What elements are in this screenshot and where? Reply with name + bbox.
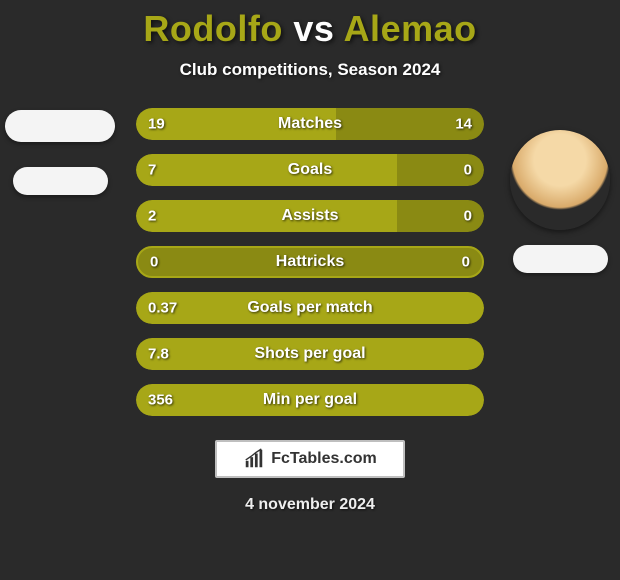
stat-bar: Assists 2 0 [136, 200, 484, 232]
stat-value-right: 14 [455, 116, 472, 133]
stat-label: Assists [282, 207, 339, 225]
stat-label: Hattricks [276, 253, 344, 271]
stat-label: Goals [288, 161, 332, 179]
stat-value-right: 0 [464, 208, 472, 225]
player2-badge [513, 245, 608, 273]
player1-badge-1 [5, 110, 115, 142]
player1-badge-2 [13, 167, 108, 195]
stat-bar: Shots per goal 7.8 [136, 338, 484, 370]
stat-value-left: 356 [148, 392, 173, 409]
player1-column [0, 110, 120, 195]
stat-value-left: 0 [150, 254, 158, 271]
watermark-text: FcTables.com [271, 450, 377, 468]
player2-column [500, 130, 620, 273]
title-player1: Rodolfo [143, 8, 282, 49]
stat-bar: Hattricks 0 0 [136, 246, 484, 278]
stat-value-left: 2 [148, 208, 156, 225]
watermark: FcTables.com [215, 440, 405, 478]
stat-bars: Matches1914Goals70Assists20Hattricks00Go… [136, 108, 484, 416]
stat-bar: Goals 7 0 [136, 154, 484, 186]
comparison-title: Rodolfo vs Alemao [0, 0, 620, 50]
stat-value-left: 19 [148, 116, 165, 133]
chart-icon [243, 448, 265, 470]
stat-bar: Matches 19 14 [136, 108, 484, 140]
comparison-subtitle: Club competitions, Season 2024 [0, 60, 620, 80]
stat-value-right: 0 [462, 254, 470, 271]
stat-value-left: 7 [148, 162, 156, 179]
title-vs: vs [293, 8, 334, 49]
stat-label: Shots per goal [254, 345, 365, 363]
stat-value-right: 0 [464, 162, 472, 179]
title-player2: Alemao [344, 8, 477, 49]
stat-value-left: 0.37 [148, 300, 177, 317]
stat-label: Goals per match [247, 299, 372, 317]
stat-label: Min per goal [263, 391, 357, 409]
stat-label: Matches [278, 115, 342, 133]
stat-bar: Goals per match 0.37 [136, 292, 484, 324]
comparison-date: 4 november 2024 [0, 496, 620, 514]
player2-avatar [510, 130, 610, 230]
stat-bar: Min per goal 356 [136, 384, 484, 416]
stat-value-left: 7.8 [148, 346, 169, 363]
